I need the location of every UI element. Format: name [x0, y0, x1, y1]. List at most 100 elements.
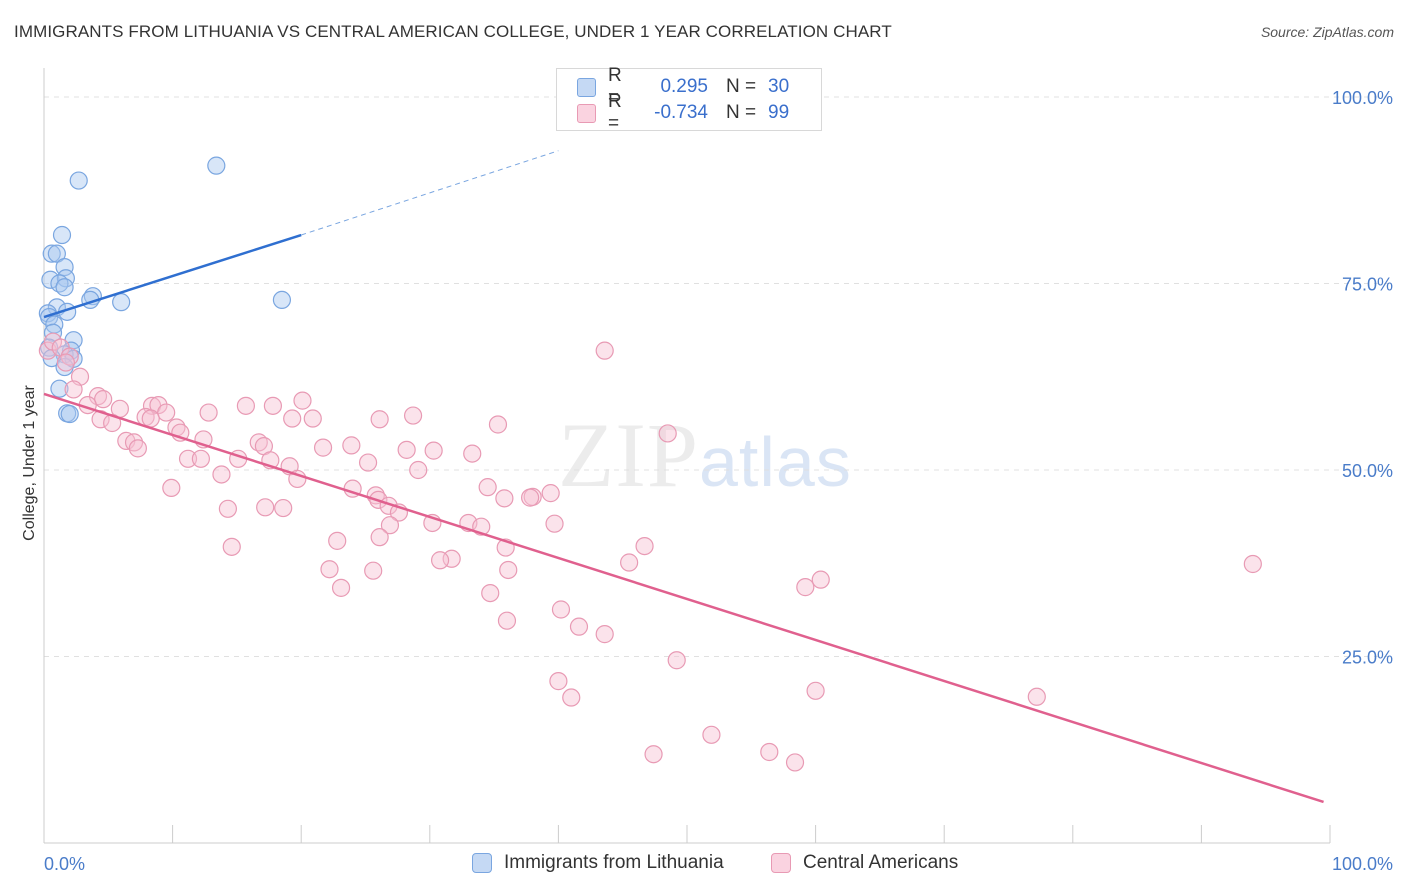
point-central-americans: [358, 453, 378, 472]
point-central-americans: [562, 688, 581, 707]
point-central-americans: [541, 484, 560, 503]
point-central-americans: [658, 424, 677, 443]
point-central-americans: [403, 406, 423, 425]
point-central-americans: [521, 488, 540, 507]
point-central-americans: [331, 578, 351, 597]
legend-n-label: N =: [726, 76, 757, 97]
point-central-americans: [635, 536, 654, 556]
point-central-americans: [1027, 687, 1046, 706]
bottom-legend-swatch-lithuania: [472, 853, 492, 873]
point-central-americans: [495, 489, 514, 508]
point-central-americans: [274, 498, 293, 518]
point-central-americans: [463, 444, 482, 463]
point-central-americans: [380, 516, 400, 535]
y-tick-label: 50.0%: [1342, 461, 1393, 481]
legend-r-label: R =: [608, 91, 622, 134]
point-central-americans: [94, 390, 113, 409]
point-central-americans: [595, 341, 614, 360]
point-central-americans: [157, 403, 176, 422]
bottom-legend-lithuania: Immigrants from Lithuania: [472, 852, 724, 874]
point-central-americans: [620, 553, 639, 572]
trendline-central-americans: [43, 392, 1324, 804]
point-central-americans: [283, 409, 302, 428]
point-central-americans: [256, 498, 275, 517]
legend-r-value: 0.295: [660, 76, 708, 97]
point-lithuania: [207, 156, 226, 175]
point-central-americans: [1243, 554, 1262, 574]
chart-title: IMMIGRANTS FROM LITHUANIA VS CENTRAL AME…: [14, 22, 892, 41]
correlation-legend: R = 0.295 N = 30 R = -0.734 N = 99: [556, 65, 822, 134]
point-central-americans: [545, 514, 564, 533]
legend-n-value: 99: [768, 102, 790, 123]
point-lithuania: [42, 244, 61, 263]
point-central-americans: [551, 600, 571, 619]
legend-r-label: R =: [608, 65, 622, 108]
point-lithuania: [55, 278, 74, 297]
point-central-americans: [702, 725, 721, 744]
watermark-zip: ZIP: [558, 404, 699, 506]
point-central-americans: [364, 561, 383, 580]
point-central-americans: [499, 560, 518, 580]
legend-r-value: -0.734: [654, 102, 708, 123]
y-axis-label: College, Under 1 year: [21, 385, 38, 541]
bottom-legend-label-central-americans: Central Americans: [803, 852, 959, 873]
point-central-americans: [162, 478, 181, 498]
point-central-americans: [667, 651, 686, 670]
point-central-americans: [222, 537, 241, 556]
point-central-americans: [128, 439, 147, 458]
point-central-americans: [88, 387, 108, 406]
point-lithuania: [69, 171, 88, 190]
point-central-americans: [481, 583, 500, 603]
trendline-lithuania: [43, 233, 302, 319]
point-central-americans: [191, 449, 210, 468]
point-central-americans: [293, 391, 312, 410]
point-central-americans: [56, 353, 75, 372]
point-lithuania: [272, 290, 292, 310]
point-lithuania: [52, 225, 72, 245]
point-central-americans: [409, 460, 428, 480]
point-central-americans: [218, 499, 237, 518]
source-label: Source: ZipAtlas.com: [1260, 24, 1394, 40]
point-central-americans: [263, 396, 283, 415]
point-central-americans: [328, 531, 347, 550]
point-central-americans: [430, 551, 450, 570]
legend-n-label: N =: [726, 102, 757, 123]
point-central-americans: [397, 440, 416, 459]
bottom-legend-label-lithuania: Immigrants from Lithuania: [504, 852, 724, 873]
point-central-americans: [236, 396, 256, 415]
legend-n-value: 30: [768, 76, 790, 97]
point-central-americans: [370, 410, 389, 429]
point-lithuania: [60, 404, 79, 424]
x-tick-label: 0.0%: [44, 854, 85, 874]
point-central-americans: [370, 528, 389, 547]
point-lithuania: [112, 293, 131, 312]
legend-row-central-americans: R = -0.734 N = 99: [577, 91, 790, 134]
point-central-americans: [149, 395, 168, 415]
legend-row-lithuania: R = 0.295 N = 30: [577, 65, 790, 108]
point-central-americans: [785, 753, 805, 772]
point-central-americans: [488, 415, 508, 434]
legend-swatch-central-americans: [577, 103, 596, 123]
point-central-americans: [288, 469, 307, 489]
y-tick-label: 100.0%: [1332, 88, 1393, 108]
point-central-americans: [478, 478, 497, 497]
point-central-americans: [141, 409, 160, 428]
watermark: ZIPatlas: [558, 402, 852, 508]
point-central-americans: [569, 617, 589, 636]
point-central-americans: [595, 625, 614, 644]
point-central-americans: [811, 570, 830, 589]
point-central-americans: [549, 672, 568, 691]
trendline-lithuania-extension: [301, 150, 559, 236]
point-central-americans: [760, 742, 779, 762]
point-central-americans: [212, 465, 231, 484]
point-central-americans: [497, 611, 517, 630]
legend-swatch-lithuania: [577, 77, 596, 97]
point-central-americans: [442, 549, 461, 568]
point-central-americans: [644, 745, 663, 764]
bottom-legend-central-americans: Central Americans: [771, 852, 958, 874]
point-central-americans: [320, 560, 339, 579]
x-tick-label: 100.0%: [1332, 854, 1393, 874]
watermark-atlas: atlas: [699, 423, 852, 501]
point-central-americans: [178, 449, 198, 468]
